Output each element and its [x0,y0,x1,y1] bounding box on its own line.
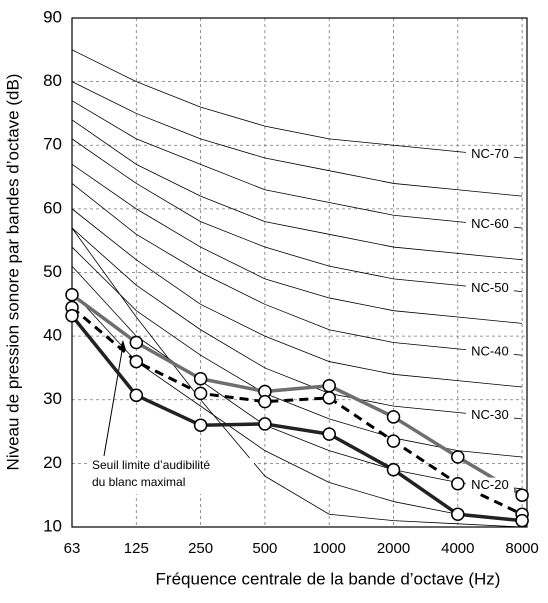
data-point [193,372,208,386]
x-axis-label: Fréquence centrale de la bande d’octave … [156,569,501,588]
data-point [129,354,144,369]
data-point [129,335,144,350]
series-line [71,138,523,292]
curve-label: NC-60 [471,216,509,231]
series-line [71,227,523,528]
y-tick-label: 20 [43,453,62,472]
data-point [129,388,144,403]
curve-label-bg [465,280,514,297]
x-tick-label: 2000 [377,540,410,557]
data-point [515,488,529,502]
annotation: Seuil limite d’audibilité [92,458,210,472]
data-point [65,309,79,323]
y-tick-label: 40 [43,326,62,345]
y-tick-label: 30 [43,389,62,408]
data-point [386,410,401,424]
y-axis-label: Niveau de pression sonore par bandes d’o… [3,74,22,471]
curve-label-bg [465,216,514,233]
series-line [71,119,523,261]
data-point [451,450,465,464]
x-tick-label: 8000 [505,540,538,557]
x-tick-label: 4000 [441,540,474,557]
curve-label: NC-50 [471,280,509,295]
data-point [258,417,272,431]
y-tick-label: 10 [43,516,62,535]
series-line [71,100,523,229]
series-line [71,306,523,516]
data-point [322,391,336,405]
curve-label-bg [465,146,514,163]
x-tick-label: 250 [188,540,213,557]
y-tick-label: 70 [43,135,62,154]
x-tick-label: 125 [124,540,149,557]
series-line [71,208,523,388]
series-line [71,164,523,324]
y-tick-label: 60 [43,198,62,217]
series-line [71,227,523,420]
annotation: du blanc maximal [92,475,185,489]
y-tick-label: 80 [43,71,62,90]
data-point [322,427,336,441]
series-line [70,293,523,497]
data-point [322,379,336,393]
series-line [71,291,523,522]
curve-label-bg [465,407,514,424]
series-line [71,246,523,458]
curve-label-bg [465,477,514,494]
data-point [451,476,465,491]
data-point [451,507,465,522]
curve-label: NC-70 [471,146,509,161]
x-tick-label: 1000 [313,540,346,557]
y-tick-label: 90 [43,7,62,26]
curve-label: NC-30 [471,407,509,422]
annotation-bg [88,458,254,494]
series-line [70,314,523,523]
x-tick-label: 500 [252,540,277,557]
series-line [71,49,523,159]
data-point [515,513,529,528]
curve-label-bg [465,344,514,361]
data-point [258,394,272,409]
plot-frame [71,17,528,528]
curve-label: NC-20 [471,477,509,492]
data-point [193,418,208,432]
data-point [386,462,401,477]
data-point [386,434,401,448]
series-line [71,183,523,356]
series-line [71,265,523,490]
x-tick-label: 63 [64,540,81,557]
data-point [65,288,79,302]
annotation-arrow [103,344,124,457]
series-line [71,81,523,197]
y-tick-label: 50 [43,262,62,281]
curve-label: NC-40 [471,343,509,358]
data-point [193,386,208,401]
